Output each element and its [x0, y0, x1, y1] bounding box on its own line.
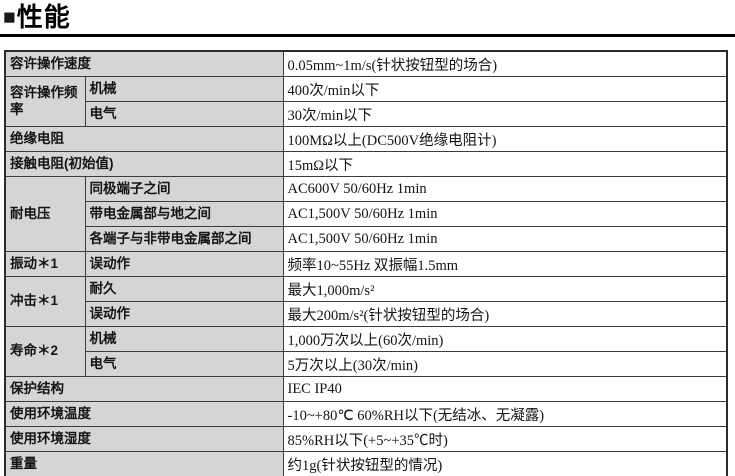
category-cell: 冲击＊1: [4, 276, 86, 327]
table-row: 冲击＊1 耐久 最大1,000m/s²: [4, 276, 728, 327]
subcategory-cell: 电气: [84, 351, 284, 377]
performance-spec-table: 容许操作速度 0.05mm~1m/s(针状按钮型的场合) 容许操作频率 机械 4…: [4, 50, 728, 476]
value-cell: 0.05mm~1m/s(针状按钮型的场合): [282, 50, 728, 77]
value-cell: 1,000万次以上(60次/min): [282, 326, 728, 352]
table-row: 带电金属部与地之间 AC1,500V 50/60Hz 1min: [5, 201, 728, 227]
category-cell: 振动＊1: [4, 251, 86, 277]
value-cell: 30次/min以下: [282, 101, 728, 127]
section-header: ■ 性能: [0, 0, 735, 32]
category-cell: 耐电压: [4, 176, 86, 252]
header-divider: [0, 34, 735, 37]
subcategory-cell: 电气: [84, 101, 284, 127]
subcategory-cell: 机械: [84, 76, 284, 102]
value-cell: 100MΩ以上(DC500V绝缘电阻计): [282, 126, 728, 152]
table-row: 重量 约1g(针状按钮型的情况): [4, 451, 728, 476]
page-title: 性能: [16, 2, 71, 32]
category-cell: 保护结构: [4, 376, 284, 402]
table-row: 接触电阻(初始值) 15mΩ以下: [4, 151, 728, 177]
table-row: 耐电压 同极端子之间 AC600V 50/60Hz 1min: [4, 176, 728, 252]
table-row: 各端子与非带电金属部之间 AC1,500V 50/60Hz 1min: [5, 226, 728, 252]
value-cell: 85%RH以下(+5~+35℃时): [282, 426, 728, 452]
subcategory-cell: 误动作: [84, 301, 284, 327]
value-cell: -10~+80℃ 60%RH以下(无结冰、无凝露): [282, 401, 728, 427]
category-cell: 寿命＊2: [4, 326, 86, 377]
category-cell: 使用环境温度: [4, 401, 284, 427]
section-marker-icon: ■: [3, 5, 16, 29]
table-row: 寿命＊2 机械 1,000万次以上(60次/min): [4, 326, 728, 377]
subcategory-cell: 耐久: [84, 276, 284, 302]
value-cell: AC1,500V 50/60Hz 1min: [282, 201, 728, 227]
value-cell: 5万次以上(30次/min): [282, 351, 728, 377]
subcategory-cell: 同极端子之间: [84, 176, 284, 202]
subcategory-cell: 误动作: [84, 251, 284, 277]
category-cell: 重量: [4, 451, 284, 476]
value-cell: 最大200m/s²(针状按钮型的场合): [282, 301, 728, 327]
category-cell: 容许操作速度: [4, 50, 284, 77]
subcategory-cell: 机械: [84, 326, 284, 352]
subcategory-cell: 带电金属部与地之间: [84, 201, 284, 227]
table-row: 使用环境湿度 85%RH以下(+5~+35℃时): [4, 426, 728, 452]
category-cell: 使用环境湿度: [4, 426, 284, 452]
value-cell: 400次/min以下: [282, 76, 728, 102]
table-row: 振动＊1 误动作 频率10~55Hz 双振幅1.5mm: [4, 251, 728, 277]
subcategory-cell: 各端子与非带电金属部之间: [84, 226, 284, 252]
table-row: 绝缘电阻 100MΩ以上(DC500V绝缘电阻计): [4, 126, 728, 152]
value-cell: 15mΩ以下: [282, 151, 728, 177]
value-cell: 频率10~55Hz 双振幅1.5mm: [282, 251, 728, 277]
value-cell: IEC IP40: [282, 376, 728, 402]
category-cell: 绝缘电阻: [4, 126, 284, 152]
table-row: 误动作 最大200m/s²(针状按钮型的场合): [5, 301, 728, 327]
value-cell: 最大1,000m/s²: [282, 276, 728, 302]
category-cell: 容许操作频率: [4, 76, 86, 127]
table-row: 保护结构 IEC IP40: [4, 376, 728, 402]
table-row: 容许操作频率 机械 400次/min以下: [4, 76, 728, 127]
table-row: 电气 30次/min以下: [5, 101, 728, 127]
value-cell: AC600V 50/60Hz 1min: [282, 176, 728, 202]
table-row: 电气 5万次以上(30次/min): [5, 351, 728, 377]
table-row: 容许操作速度 0.05mm~1m/s(针状按钮型的场合): [4, 50, 728, 77]
value-cell: AC1,500V 50/60Hz 1min: [282, 226, 728, 252]
category-cell: 接触电阻(初始值): [4, 151, 284, 177]
value-cell: 约1g(针状按钮型的情况): [282, 451, 728, 476]
table-row: 使用环境温度 -10~+80℃ 60%RH以下(无结冰、无凝露): [4, 401, 728, 427]
